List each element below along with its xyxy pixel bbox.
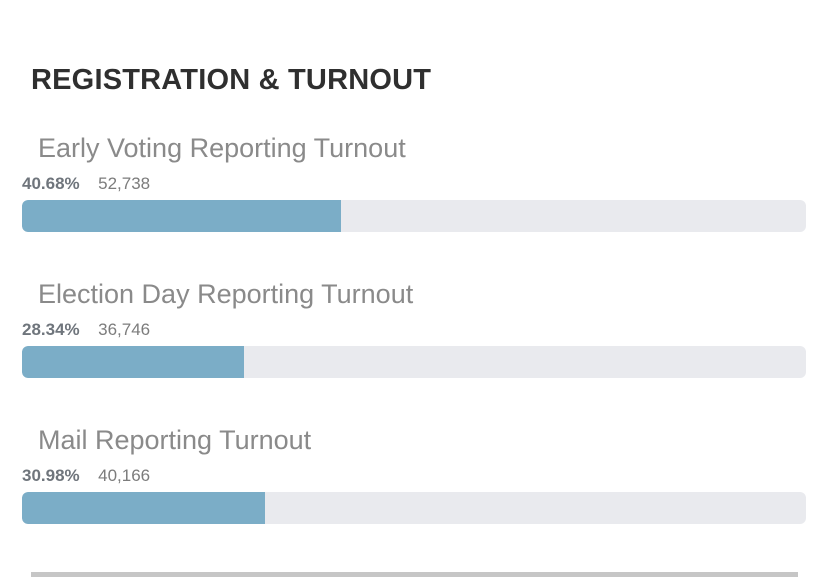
turnout-stat-election-day: Election Day Reporting Turnout 28.34% 36… (22, 278, 806, 378)
stat-count: 36,746 (98, 320, 151, 339)
section-title: REGISTRATION & TURNOUT (31, 64, 432, 96)
stat-percent: 40.68% (22, 174, 80, 193)
turnout-stat-mail: Mail Reporting Turnout 30.98% 40,166 (22, 424, 806, 524)
stat-label: Early Voting Reporting Turnout (38, 133, 406, 163)
stat-count: 52,738 (98, 174, 151, 193)
stat-label: Election Day Reporting Turnout (38, 279, 414, 309)
progress-bar-track (22, 346, 806, 378)
section-divider (31, 572, 798, 577)
stat-values: 30.98% 40,166 (22, 466, 806, 486)
stat-percent: 30.98% (22, 466, 80, 485)
turnout-stat-early-voting: Early Voting Reporting Turnout 40.68% 52… (22, 132, 806, 232)
progress-bar-track (22, 200, 806, 232)
progress-bar-fill (22, 492, 265, 524)
progress-bar-fill (22, 200, 341, 232)
stat-count: 40,166 (98, 466, 151, 485)
progress-bar-fill (22, 346, 245, 378)
stat-values: 40.68% 52,738 (22, 174, 806, 194)
stat-percent: 28.34% (22, 320, 80, 339)
progress-bar-track (22, 492, 806, 524)
stat-label: Mail Reporting Turnout (38, 425, 312, 455)
stat-values: 28.34% 36,746 (22, 320, 806, 340)
